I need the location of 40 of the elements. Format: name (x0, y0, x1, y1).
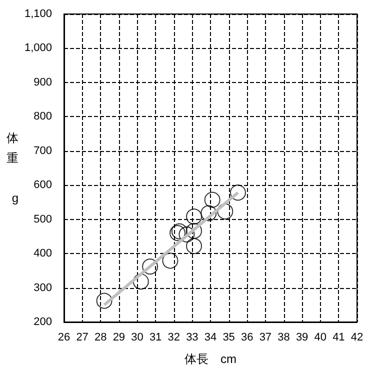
y-tick-label: 200 (34, 316, 52, 328)
x-tick-label: 38 (278, 332, 290, 344)
x-tick-label: 28 (94, 332, 107, 344)
y-tick-label: 1,100 (24, 8, 52, 20)
point (200, 205, 217, 222)
point (230, 184, 246, 201)
y-tick-label: 500 (34, 213, 52, 226)
y-tick-label: 600 (34, 179, 52, 192)
x-tick-label: 26 (58, 332, 70, 344)
x-tick-label: 29 (112, 332, 126, 344)
point (132, 274, 149, 290)
text: 体重 g (6, 131, 19, 205)
x-tick-label: 35 (222, 332, 235, 344)
y-tick-label: 800 (34, 110, 52, 123)
point (186, 208, 202, 225)
x-axis-title: 体長 cm (184, 352, 236, 366)
x-tick-label: 27 (76, 332, 88, 344)
point (186, 222, 202, 239)
x-tick-label: 36 (241, 332, 254, 344)
point (142, 258, 158, 275)
x-tick-label: 41 (332, 332, 345, 344)
y-tick-label: 300 (34, 282, 52, 294)
point (186, 238, 202, 254)
point (162, 252, 178, 269)
x-tick-label: 32 (168, 332, 180, 344)
point (178, 226, 195, 242)
x-tick-label: 37 (259, 332, 272, 344)
y-tick-label: 900 (34, 76, 52, 88)
point (204, 192, 220, 208)
x-tick-label: 42 (350, 332, 364, 344)
x-tick-label: 34 (204, 332, 217, 344)
x-tick-label: 39 (296, 332, 308, 344)
x-tick-label: 31 (149, 332, 162, 344)
y-tick-label: 1,000 (24, 42, 52, 54)
x-tick-label: 40 (314, 332, 326, 344)
x-tick-label: 30 (131, 332, 144, 344)
point (96, 292, 112, 309)
x-tick-label: 33 (186, 332, 198, 344)
y-tick-label: 400 (34, 248, 52, 260)
y-tick-label: 700 (34, 144, 52, 157)
